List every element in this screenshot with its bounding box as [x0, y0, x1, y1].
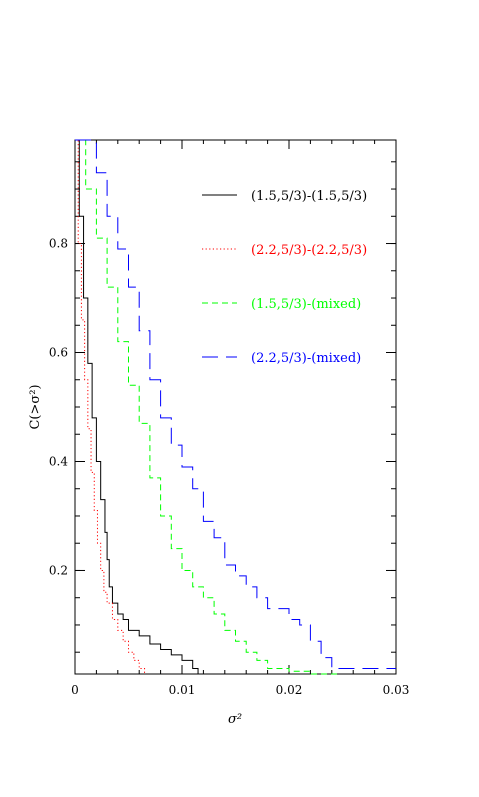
- y-axis-title: C(>σ²): [28, 384, 43, 429]
- tick-labels: 0 0.01 0.02 0.03 0.2 0.4 0.6 0.8: [49, 237, 409, 697]
- series-line-4: [75, 139, 396, 670]
- plot-frame: [74, 139, 397, 675]
- series-line-3: [75, 139, 338, 675]
- legend-label-4: (2.2,5/3)-(mixed): [251, 351, 361, 366]
- legend: (1.5,5/3)-(1.5,5/3) (2.2,5/3)-(2.2,5/3) (1…: [202, 189, 367, 366]
- y-tick-label: 0.2: [49, 563, 68, 577]
- legend-label-3: (1.5,5/3)-(mixed): [251, 297, 361, 312]
- y-tick-label: 0.8: [49, 237, 68, 251]
- x-tick-label: 0.02: [276, 683, 303, 697]
- legend-label-2: (2.2,5/3)-(2.2,5/3): [251, 243, 367, 258]
- legend-label-1: (1.5,5/3)-(1.5,5/3): [251, 189, 367, 204]
- y-tick-label: 0.6: [49, 346, 68, 360]
- x-tick-label: 0.03: [383, 683, 410, 697]
- tick-marks: [74, 140, 397, 674]
- x-axis-title: σ²: [228, 712, 242, 727]
- series-line-2: [75, 139, 146, 674]
- x-tick-label: 0.01: [169, 683, 196, 697]
- x-tick-label: 0: [71, 683, 79, 697]
- y-tick-label: 0.4: [49, 454, 68, 468]
- series-line-1: [75, 139, 199, 674]
- series-lines: [75, 139, 396, 675]
